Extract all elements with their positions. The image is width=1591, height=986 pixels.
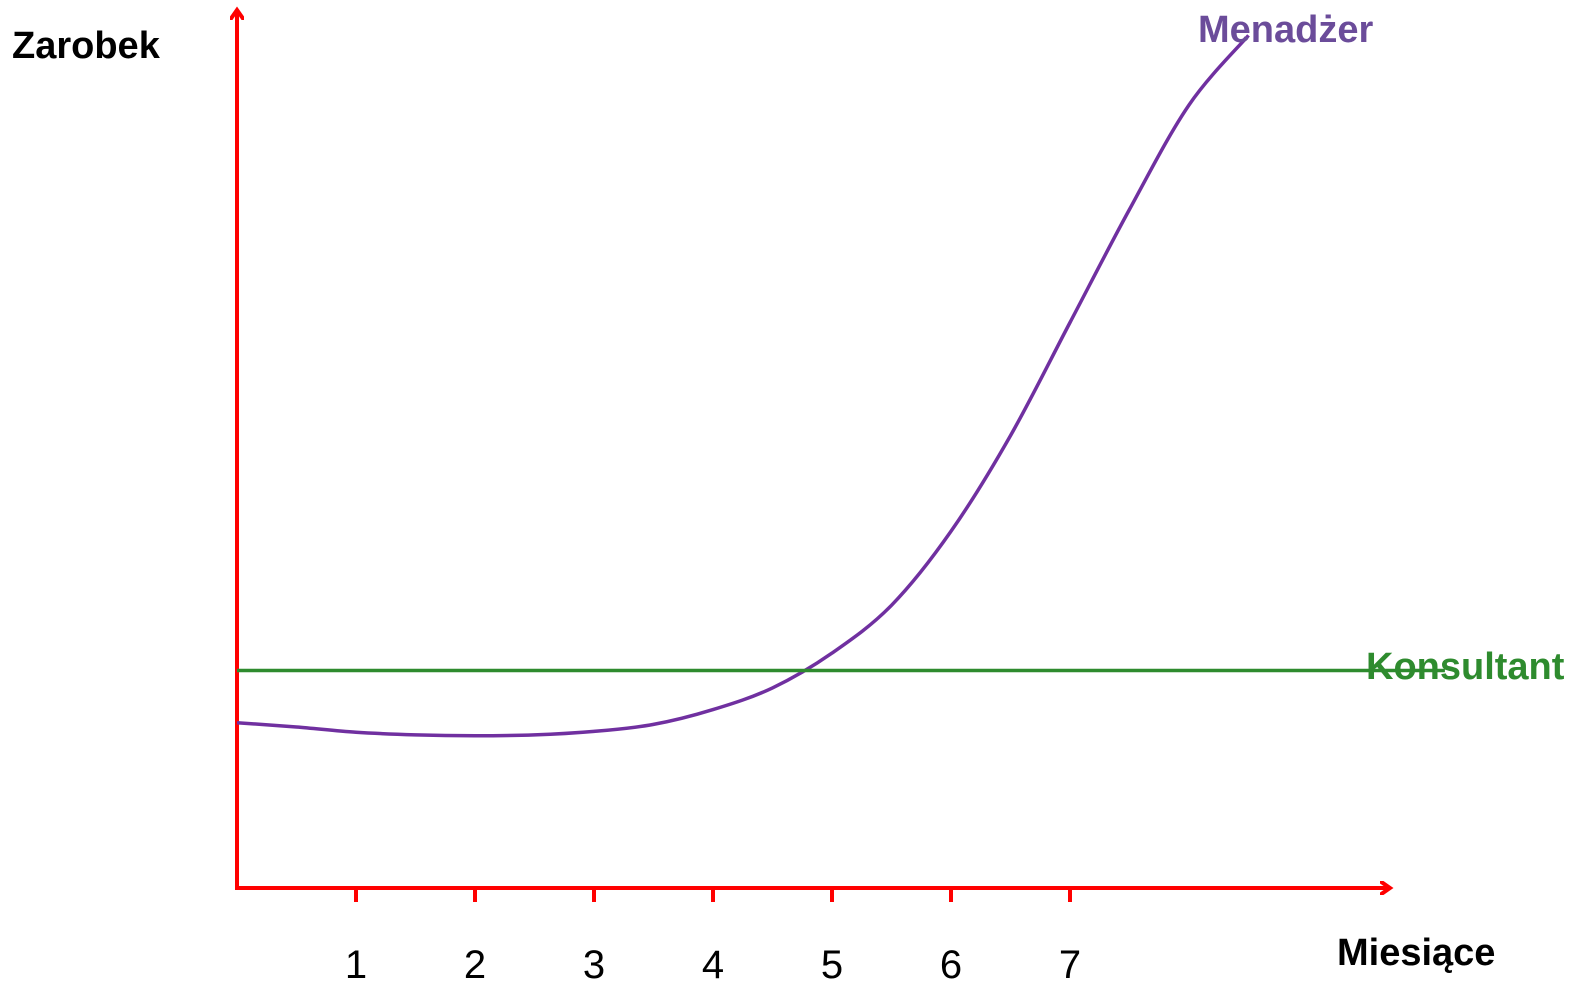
- x-axis-label: Miesiące: [1337, 932, 1495, 974]
- y-axis-label: Zarobek: [12, 25, 161, 67]
- x-tick-label: 2: [464, 943, 486, 986]
- series-label-konsultant: Konsultant: [1366, 646, 1565, 688]
- x-tick-label: 3: [583, 943, 605, 986]
- x-tick-label: 1: [345, 943, 367, 986]
- x-tick-label: 7: [1059, 943, 1081, 986]
- series-line-menadzer: [236, 34, 1250, 738]
- x-ticks: 1 2 3 4 5 6 7: [345, 888, 1081, 986]
- x-tick-label: 4: [702, 943, 724, 986]
- x-tick-label: 6: [940, 943, 962, 986]
- x-tick-label: 5: [821, 943, 843, 986]
- series-label-menadzer: Menadżer: [1198, 9, 1373, 51]
